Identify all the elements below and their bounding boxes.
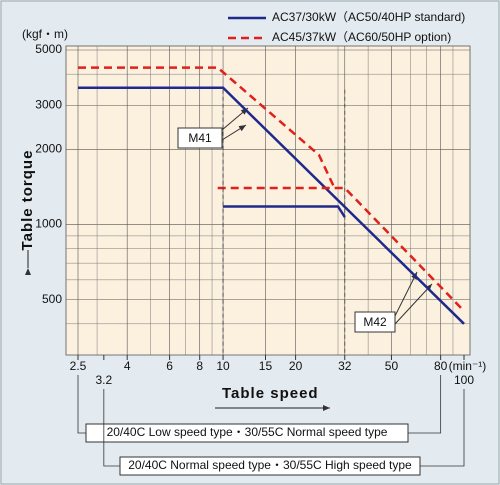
y-tick-label: 1000 bbox=[35, 217, 62, 231]
legend-label: AC45/37kW（AC60/50HP option) bbox=[272, 30, 451, 44]
y-tick-label: 2000 bbox=[35, 142, 62, 156]
x-tick-label: 6 bbox=[166, 359, 173, 373]
x-tick-label: 2.5 bbox=[70, 359, 87, 373]
y-tick-label: 5000 bbox=[35, 42, 62, 56]
x-tick-label: 32 bbox=[338, 359, 352, 373]
bracket-box bbox=[119, 456, 421, 476]
x-tick-label: 20 bbox=[289, 359, 303, 373]
series-line bbox=[78, 66, 465, 312]
series-line bbox=[78, 86, 465, 325]
y-tick-label: 3000 bbox=[35, 98, 62, 112]
bracket-label: 20/40C Normal speed type・30/55C High spe… bbox=[128, 458, 412, 472]
annotation-box bbox=[177, 127, 223, 149]
annotation-arrow bbox=[221, 124, 247, 141]
x-tick-label: 80 bbox=[434, 359, 448, 373]
y-axis-label: Table torque bbox=[19, 150, 36, 251]
plot-area bbox=[65, 45, 471, 356]
annotation-box bbox=[354, 311, 396, 333]
x2-tick-label: 100 bbox=[454, 373, 474, 387]
y-tick-label: 500 bbox=[42, 292, 62, 306]
x-axis-label: Table speed bbox=[222, 385, 319, 402]
x2-tick-label: 3.2 bbox=[95, 373, 112, 387]
bracket-label: 20/40C Low speed type・30/55C Normal spee… bbox=[107, 425, 388, 439]
legend-label: AC37/30kW（AC50/40HP standard) bbox=[272, 10, 465, 24]
annotation: M41 bbox=[188, 131, 212, 145]
annotation: M42 bbox=[363, 315, 387, 329]
bracket-box bbox=[85, 423, 409, 443]
x-unit: (min⁻¹) bbox=[449, 359, 487, 373]
y-unit: (kgf・m) bbox=[22, 27, 68, 41]
x-tick-label: 50 bbox=[385, 359, 399, 373]
annotation-arrow bbox=[221, 107, 249, 131]
annotation-arrow bbox=[394, 283, 433, 325]
annotation-arrow bbox=[394, 271, 418, 317]
x-tick-label: 15 bbox=[259, 359, 273, 373]
x-tick-label: 4 bbox=[124, 359, 131, 373]
x-tick-label: 8 bbox=[196, 359, 203, 373]
x-tick-label: 10 bbox=[216, 359, 230, 373]
